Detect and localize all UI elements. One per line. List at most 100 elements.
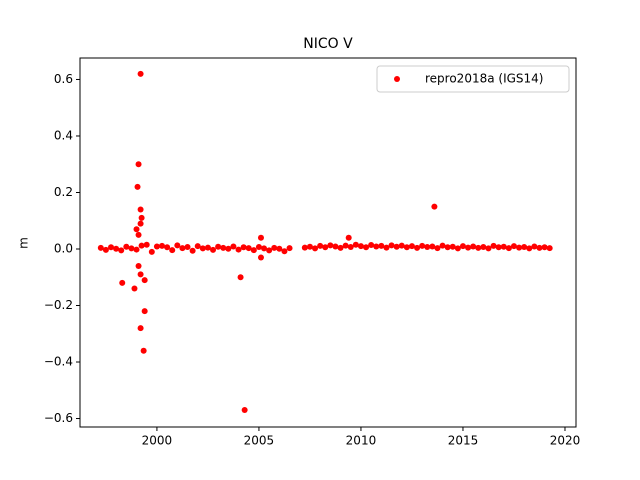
point — [235, 246, 242, 253]
point — [240, 244, 247, 251]
point — [266, 247, 273, 254]
point — [199, 245, 206, 252]
legend-box — [376, 65, 570, 93]
point — [459, 243, 466, 250]
point — [159, 242, 166, 249]
point — [424, 244, 431, 251]
point — [414, 244, 421, 251]
point — [281, 248, 288, 255]
point — [470, 243, 477, 250]
point — [148, 248, 155, 255]
point — [134, 183, 141, 190]
point — [306, 243, 313, 250]
point — [429, 243, 436, 250]
x-tick-label: 2000 — [142, 434, 173, 448]
point — [546, 245, 553, 252]
point — [118, 247, 125, 254]
y-tick-label: −0.4 — [44, 355, 73, 369]
point — [137, 220, 144, 227]
point — [408, 243, 415, 250]
point — [179, 245, 186, 252]
point — [357, 243, 364, 250]
point — [352, 241, 359, 248]
point — [347, 244, 354, 251]
point — [241, 407, 248, 414]
point — [271, 244, 278, 251]
x-tick-label: 2005 — [244, 434, 275, 448]
point — [164, 244, 171, 251]
point — [368, 242, 375, 249]
point — [378, 242, 385, 249]
point — [439, 242, 446, 249]
point — [419, 242, 426, 249]
point — [431, 203, 438, 210]
point — [141, 308, 148, 315]
point — [189, 247, 196, 254]
point — [465, 244, 472, 251]
plot-frame — [79, 57, 577, 428]
y-tick-label: 0.0 — [54, 241, 73, 255]
y-tick-label: −0.6 — [44, 411, 73, 425]
point — [153, 243, 160, 250]
point — [135, 161, 142, 168]
point — [480, 244, 487, 251]
point — [138, 242, 145, 249]
point — [398, 242, 405, 249]
point — [194, 243, 201, 250]
point — [108, 244, 115, 251]
x-tick-label: 2020 — [550, 434, 581, 448]
point — [388, 242, 395, 249]
point — [257, 254, 264, 261]
point — [383, 244, 390, 251]
legend-marker — [394, 76, 400, 82]
point — [133, 246, 140, 253]
point — [137, 271, 144, 278]
point — [250, 247, 257, 254]
point — [526, 245, 533, 252]
point — [143, 241, 150, 248]
point — [123, 243, 130, 250]
point — [444, 244, 451, 251]
point — [184, 244, 191, 251]
y-tick-label: −0.2 — [44, 298, 73, 312]
point — [541, 244, 548, 251]
point — [531, 243, 538, 250]
point — [102, 246, 109, 253]
point — [317, 242, 324, 249]
point — [137, 70, 144, 77]
point — [505, 245, 512, 252]
point — [245, 245, 252, 252]
point — [141, 277, 148, 284]
chart-title: NICO V — [303, 36, 353, 52]
point — [322, 244, 329, 251]
point — [215, 243, 222, 250]
point — [113, 245, 120, 252]
point — [131, 285, 138, 292]
y-tick-label: 0.6 — [54, 72, 73, 86]
point — [230, 243, 237, 250]
x-tick-label: 2015 — [448, 434, 479, 448]
point — [135, 262, 142, 269]
point — [174, 242, 181, 249]
point — [521, 244, 528, 251]
point — [475, 244, 482, 251]
point — [137, 206, 144, 213]
point — [138, 214, 145, 221]
point — [210, 246, 217, 253]
point — [516, 244, 523, 251]
point — [449, 243, 456, 250]
point — [536, 244, 543, 251]
point — [137, 325, 144, 332]
point — [261, 245, 268, 252]
point — [169, 247, 176, 254]
point — [133, 226, 140, 233]
y-axis-label: m — [17, 237, 31, 249]
point — [327, 242, 334, 249]
point — [237, 274, 244, 281]
point — [500, 243, 507, 250]
point — [301, 244, 308, 251]
point — [393, 243, 400, 250]
legend-label: repro2018a (IGS14) — [425, 72, 543, 86]
point — [286, 245, 293, 252]
